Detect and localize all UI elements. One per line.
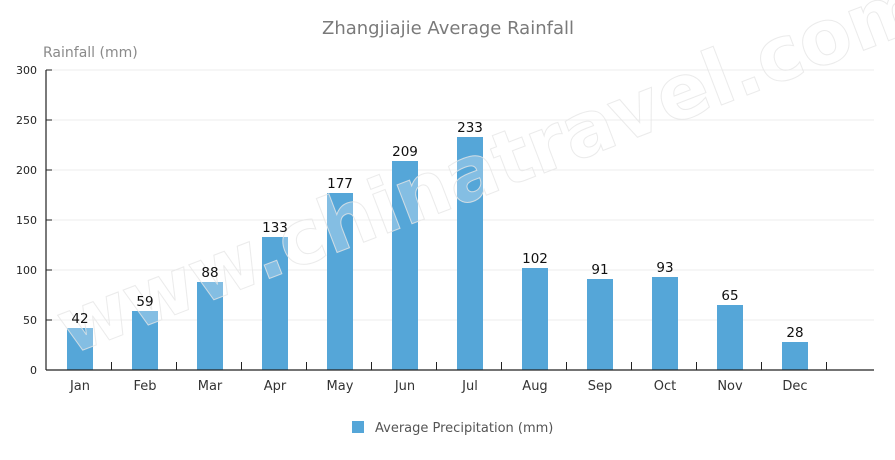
x-tick-label: Oct	[654, 379, 676, 394]
chart-title: Zhangjiajie Average Rainfall	[322, 18, 574, 39]
bar-oct[interactable]	[652, 277, 678, 370]
value-label: 28	[786, 325, 803, 341]
value-label: 42	[71, 311, 88, 327]
bar-jun[interactable]	[392, 161, 418, 370]
x-tick-label: Nov	[717, 379, 743, 394]
x-tick-label: Sep	[588, 379, 613, 394]
bars	[67, 137, 808, 370]
value-label: 88	[201, 265, 218, 281]
x-tick-label: Jun	[394, 379, 415, 394]
y-tick-label: 250	[16, 114, 37, 127]
value-label: 177	[327, 176, 353, 192]
axes	[45, 70, 874, 371]
value-label: 59	[136, 294, 153, 310]
bar-mar[interactable]	[197, 282, 223, 370]
bar-jul[interactable]	[457, 137, 483, 370]
x-tick-label: May	[327, 379, 354, 394]
value-label: 133	[262, 220, 288, 236]
y-axis-ticks: 0 50 100 150 200 250 300	[16, 64, 52, 377]
y-tick-label: 0	[30, 364, 37, 377]
y-tick-label: 300	[16, 64, 37, 77]
y-tick-label: 150	[16, 214, 37, 227]
x-axis-ticks: Jan Feb Mar Apr May Jun Jul Aug Sep Oct Nov Dec	[69, 362, 827, 394]
y-tick-label: 100	[16, 264, 37, 277]
bar-feb[interactable]	[132, 311, 158, 370]
bar-sep[interactable]	[587, 279, 613, 370]
y-tick-label: 200	[16, 164, 37, 177]
legend-label: Average Precipitation (mm)	[375, 421, 553, 436]
value-label: 209	[392, 144, 418, 160]
bar-dec[interactable]	[782, 342, 808, 370]
x-tick-label: Aug	[522, 379, 547, 394]
y-tick-label: 50	[23, 314, 37, 327]
value-label: 65	[721, 288, 738, 304]
x-tick-label: Feb	[133, 379, 156, 394]
x-tick-label: Dec	[782, 379, 807, 394]
value-label: 93	[656, 260, 673, 276]
x-tick-label: Apr	[264, 379, 287, 394]
value-label: 102	[522, 251, 548, 267]
bar-jan[interactable]	[67, 328, 93, 370]
bar-nov[interactable]	[717, 305, 743, 370]
x-tick-label: Mar	[198, 379, 223, 394]
bar-may[interactable]	[327, 193, 353, 370]
legend[interactable]: Average Precipitation (mm)	[352, 421, 553, 436]
value-label: 91	[591, 262, 608, 278]
bar-apr[interactable]	[262, 237, 288, 370]
value-labels: 42 59 88 133 177 209 233 102 91 93 65 28	[71, 120, 803, 341]
value-label: 233	[457, 120, 483, 136]
x-tick-label: Jul	[461, 379, 478, 394]
legend-swatch-icon	[352, 421, 364, 433]
y-axis-label: Rainfall (mm)	[43, 45, 138, 61]
bar-aug[interactable]	[522, 268, 548, 370]
x-tick-label: Jan	[69, 379, 90, 394]
